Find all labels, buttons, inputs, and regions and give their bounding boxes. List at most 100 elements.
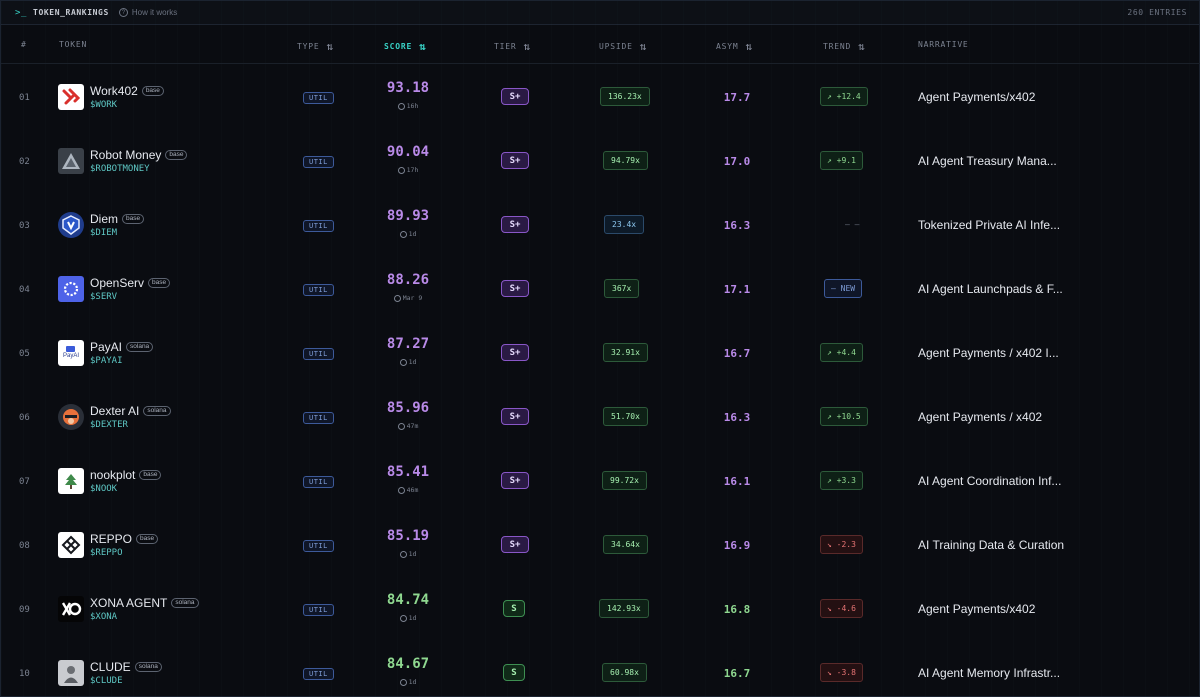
sort-icon: ⇅ bbox=[639, 40, 647, 53]
upside-badge: 23.4x bbox=[604, 215, 645, 234]
sort-icon: ⇅ bbox=[523, 40, 530, 53]
score-age: 46m bbox=[377, 486, 439, 494]
asym-value: 16.3 bbox=[723, 411, 751, 424]
token-ticker: $DIEM bbox=[90, 228, 118, 238]
narrative-text: AI Training Data & Curation bbox=[918, 538, 1065, 552]
upside-badge: 367x bbox=[604, 279, 640, 298]
col-token: TOKEN bbox=[59, 40, 88, 49]
table-row[interactable]: 07 nookplot base $NOOK UTIL 85.41 46m S+… bbox=[1, 449, 1200, 513]
type-badge: UTIL bbox=[303, 476, 334, 488]
chain-badge: base bbox=[136, 534, 159, 544]
score-value: 90.04 bbox=[386, 144, 430, 160]
token-name[interactable]: REPPO bbox=[90, 532, 133, 546]
tier-badge: S+ bbox=[501, 88, 529, 105]
score-age: 17h bbox=[377, 166, 439, 174]
diem-logo bbox=[58, 212, 84, 238]
token-name-line: Dexter AI solana bbox=[90, 404, 171, 418]
col-score-sort[interactable]: SCORE ⇅ bbox=[384, 40, 426, 53]
table-row[interactable]: 05 PayAI PayAI solana $PAYAI UTIL 87.27 … bbox=[1, 321, 1200, 385]
sort-icon: ⇅ bbox=[858, 40, 865, 53]
token-name-line: CLUDE solana bbox=[90, 660, 162, 674]
narrative-text: Agent Payments / x402 I... bbox=[918, 346, 1059, 360]
trend-badge: — NEW bbox=[824, 279, 863, 298]
token-name[interactable]: Robot Money bbox=[90, 148, 162, 162]
token-name[interactable]: Dexter AI bbox=[90, 404, 140, 418]
rank-cell: 09 bbox=[19, 605, 30, 615]
score-value: 88.26 bbox=[386, 272, 430, 288]
score-value: 84.67 bbox=[386, 656, 430, 672]
trend-badge: ↘ -2.3 bbox=[820, 535, 863, 554]
col-rank: # bbox=[21, 40, 27, 49]
token-name[interactable]: Work402 bbox=[90, 84, 138, 98]
trend-badge: ↗ +4.4 bbox=[820, 343, 863, 362]
table-row[interactable]: 01 Work402 base $WORK UTIL 93.18 16h S+ … bbox=[1, 65, 1200, 129]
chain-badge: solana bbox=[126, 342, 154, 352]
token-name[interactable]: nookplot bbox=[90, 468, 136, 482]
token-name[interactable]: Diem bbox=[90, 212, 119, 226]
token-ticker: $DEXTER bbox=[90, 420, 128, 430]
table-row[interactable]: 02 Robot Money base $ROBOTMONEY UTIL 90.… bbox=[1, 129, 1200, 193]
question-icon: ? bbox=[118, 8, 128, 17]
rank-cell: 03 bbox=[19, 221, 30, 231]
col-trend-sort[interactable]: TREND ⇅ bbox=[823, 40, 865, 53]
score-value: 89.93 bbox=[386, 208, 430, 224]
asym-value: 17.1 bbox=[723, 283, 751, 296]
table-row[interactable]: 09 XONA AGENT solana $XONA UTIL 84.74 1d… bbox=[1, 577, 1200, 641]
col-upside-sort[interactable]: UPSIDE ⇅ bbox=[599, 40, 647, 53]
asym-value: 17.7 bbox=[723, 91, 751, 104]
tier-badge: S+ bbox=[501, 536, 529, 553]
narrative-text: Agent Payments / x402 bbox=[918, 410, 1043, 424]
chain-badge: solana bbox=[134, 662, 162, 672]
chain-badge: base bbox=[122, 214, 145, 224]
trend-badge: ↗ +9.1 bbox=[820, 151, 863, 170]
rank-cell: 10 bbox=[19, 669, 30, 679]
type-badge: UTIL bbox=[303, 668, 334, 680]
score-age: 1d bbox=[377, 550, 439, 558]
table-row[interactable]: 08 REPPO base $REPPO UTIL 85.19 1d S+ 34… bbox=[1, 513, 1200, 577]
token-name[interactable]: XONA AGENT bbox=[90, 596, 168, 610]
col-asym-sort[interactable]: ASYM ⇅ bbox=[716, 40, 752, 53]
token-name-line: XONA AGENT solana bbox=[90, 596, 199, 610]
how-it-works-label: How it works bbox=[131, 8, 178, 17]
how-it-works-link[interactable]: ? How it works bbox=[118, 8, 178, 17]
upside-badge: 60.98x bbox=[602, 663, 647, 682]
token-name-line: REPPO base bbox=[90, 532, 159, 546]
token-name-line: PayAI solana bbox=[90, 340, 154, 354]
upside-badge: 136.23x bbox=[600, 87, 650, 106]
score-value: 84.74 bbox=[386, 592, 430, 608]
chain-badge: base bbox=[165, 150, 188, 160]
table-row[interactable]: 03 Diem base $DIEM UTIL 89.93 1d S+ 23.4… bbox=[1, 193, 1200, 257]
token-name[interactable]: PayAI bbox=[90, 340, 123, 354]
rank-cell: 01 bbox=[19, 93, 30, 103]
tier-badge: S+ bbox=[501, 216, 529, 233]
chain-badge: solana bbox=[171, 598, 199, 608]
asym-value: 16.9 bbox=[723, 539, 751, 552]
tier-badge: S bbox=[503, 664, 525, 681]
payai-logo: PayAI bbox=[58, 340, 84, 366]
narrative-text: Agent Payments/x402 bbox=[918, 602, 1036, 616]
score-value: 87.27 bbox=[386, 336, 430, 352]
score-value: 93.18 bbox=[386, 80, 430, 96]
clock-icon bbox=[397, 102, 405, 110]
token-name[interactable]: OpenServ bbox=[90, 276, 145, 290]
chain-badge: solana bbox=[143, 406, 171, 416]
table-row[interactable]: 06 Dexter AI solana $DEXTER UTIL 85.96 4… bbox=[1, 385, 1200, 449]
token-ticker: $REPPO bbox=[90, 548, 123, 558]
trend-badge: – – bbox=[845, 220, 860, 229]
token-name-line: Work402 base bbox=[90, 84, 164, 98]
table-row[interactable]: 10 CLUDE solana $CLUDE UTIL 84.67 1d S 6… bbox=[1, 641, 1200, 697]
token-name[interactable]: CLUDE bbox=[90, 660, 131, 674]
asym-value: 16.7 bbox=[723, 347, 751, 360]
token-name-line: OpenServ base bbox=[90, 276, 171, 290]
col-type-sort[interactable]: TYPE ⇅ bbox=[297, 40, 333, 53]
upside-badge: 142.93x bbox=[599, 599, 649, 618]
upside-badge: 32.91x bbox=[603, 343, 648, 362]
terminal-icon: >_ bbox=[15, 7, 28, 18]
clock-icon bbox=[399, 614, 407, 622]
col-tier-sort[interactable]: TIER ⇅ bbox=[494, 40, 530, 53]
token-ticker: $CLUDE bbox=[90, 676, 123, 686]
table-row[interactable]: 04 OpenServ base $SERV UTIL 88.26 Mar 9 … bbox=[1, 257, 1200, 321]
score-age: 47m bbox=[377, 422, 439, 430]
narrative-text: AI Agent Memory Infrastr... bbox=[918, 666, 1061, 680]
narrative-text: Agent Payments/x402 bbox=[918, 90, 1036, 104]
